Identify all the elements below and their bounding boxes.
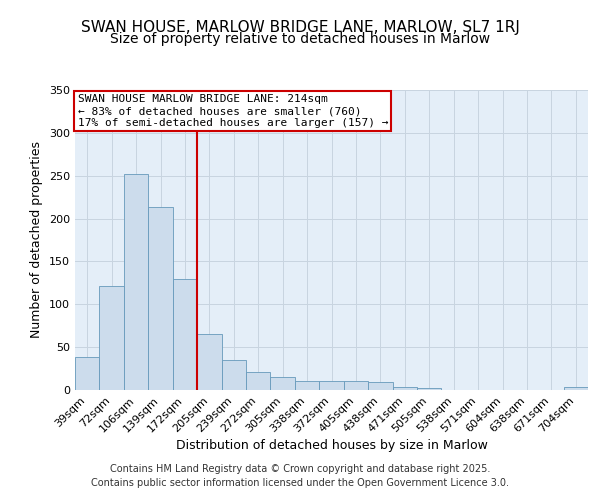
Text: Size of property relative to detached houses in Marlow: Size of property relative to detached ho… bbox=[110, 32, 490, 46]
Y-axis label: Number of detached properties: Number of detached properties bbox=[31, 142, 43, 338]
Bar bbox=[100, 286, 124, 390]
Text: SWAN HOUSE, MARLOW BRIDGE LANE, MARLOW, SL7 1RJ: SWAN HOUSE, MARLOW BRIDGE LANE, MARLOW, … bbox=[80, 20, 520, 35]
Bar bbox=[295, 380, 319, 390]
Bar bbox=[246, 372, 271, 390]
Bar bbox=[417, 388, 442, 390]
Bar bbox=[319, 380, 344, 390]
Bar bbox=[392, 386, 417, 390]
Text: Contains HM Land Registry data © Crown copyright and database right 2025.
Contai: Contains HM Land Registry data © Crown c… bbox=[91, 464, 509, 487]
Bar bbox=[563, 388, 588, 390]
Bar bbox=[75, 356, 100, 390]
Bar bbox=[197, 334, 221, 390]
Bar bbox=[221, 360, 246, 390]
Text: SWAN HOUSE MARLOW BRIDGE LANE: 214sqm
← 83% of detached houses are smaller (760): SWAN HOUSE MARLOW BRIDGE LANE: 214sqm ← … bbox=[77, 94, 388, 128]
Bar bbox=[368, 382, 392, 390]
Bar bbox=[344, 382, 368, 390]
Bar bbox=[124, 174, 148, 390]
Bar bbox=[148, 208, 173, 390]
Bar bbox=[271, 377, 295, 390]
Bar bbox=[173, 278, 197, 390]
X-axis label: Distribution of detached houses by size in Marlow: Distribution of detached houses by size … bbox=[176, 440, 487, 452]
